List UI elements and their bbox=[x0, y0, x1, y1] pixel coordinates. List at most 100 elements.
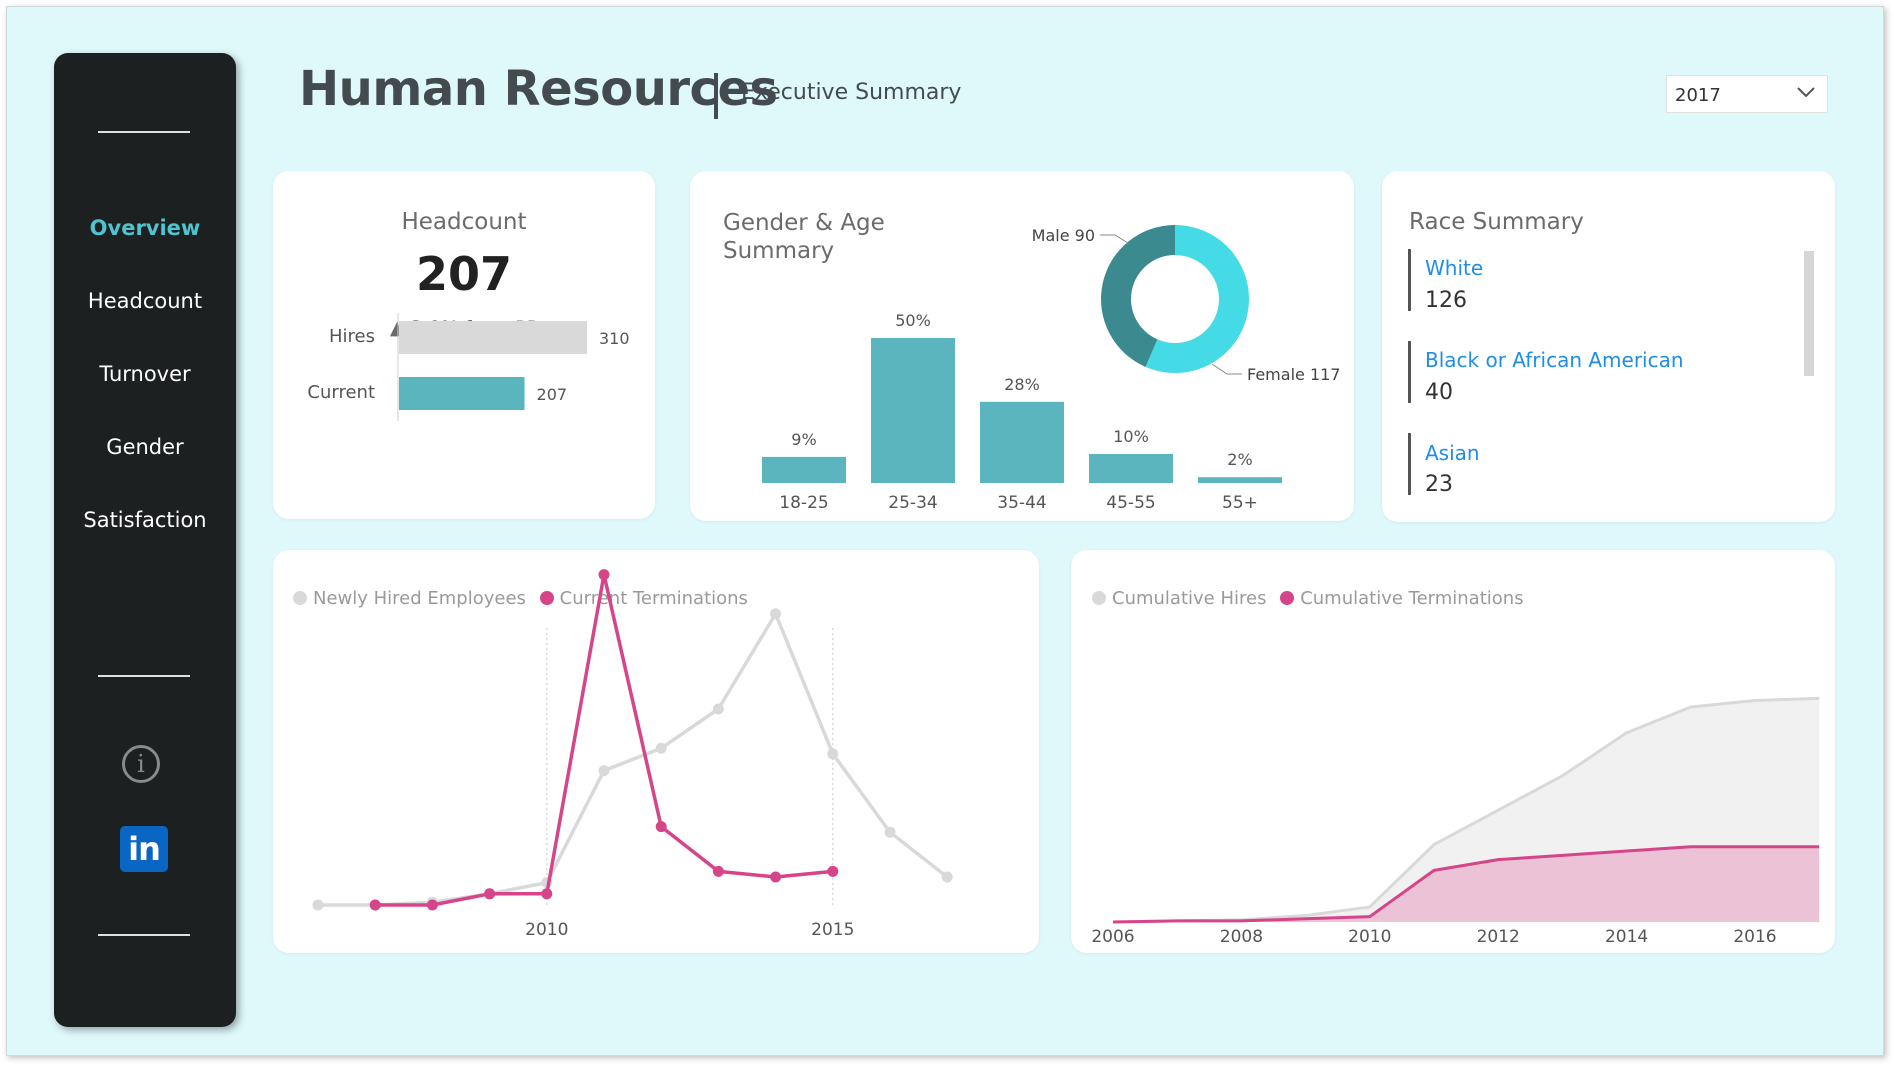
donut-label-male: Male 90 bbox=[1032, 226, 1095, 245]
race-name-asian[interactable]: Asian bbox=[1425, 441, 1480, 465]
donut-slice bbox=[1145, 225, 1249, 373]
x-tick-label: 2012 bbox=[1477, 927, 1520, 947]
year-dropdown-value: 2017 bbox=[1675, 85, 1721, 106]
data-point bbox=[712, 703, 724, 715]
donut-leader-line bbox=[1100, 234, 1129, 244]
nav-satisfaction[interactable]: Satisfaction bbox=[83, 508, 207, 532]
x-tick-label: 2015 bbox=[811, 920, 854, 940]
bar bbox=[399, 321, 587, 354]
legend-label-cum-terminations: Cumulative Terminations bbox=[1300, 588, 1524, 609]
data-point bbox=[369, 899, 381, 911]
bar bbox=[399, 377, 525, 410]
data-point bbox=[770, 608, 782, 620]
page-subtitle: Executive Summary bbox=[741, 80, 962, 105]
age-bar bbox=[1198, 477, 1282, 483]
gender-age-title-line2: Summary bbox=[723, 238, 835, 264]
x-tick-label: 2008 bbox=[1220, 927, 1263, 947]
data-point bbox=[426, 899, 438, 911]
nav-headcount[interactable]: Headcount bbox=[87, 289, 203, 313]
x-tick-label: 2006 bbox=[1091, 927, 1134, 947]
nav-gender[interactable]: Gender bbox=[106, 435, 184, 459]
donut-leader-line bbox=[1211, 363, 1242, 375]
legend-dot-cum-terminations bbox=[1280, 591, 1295, 605]
age-category-label: 18-25 bbox=[779, 493, 828, 513]
data-point bbox=[312, 899, 324, 911]
cumulative-legend: Cumulative Hires Cumulative Terminations bbox=[1092, 588, 1524, 609]
data-point bbox=[655, 821, 667, 833]
nav-turnover[interactable]: Turnover bbox=[99, 362, 191, 386]
race-value-asian: 23 bbox=[1425, 472, 1453, 497]
age-bar bbox=[871, 338, 955, 483]
series-line bbox=[318, 612, 949, 907]
age-category-label: 35-44 bbox=[997, 493, 1046, 513]
sidebar-divider-top bbox=[98, 131, 190, 133]
race-name-black[interactable]: Black or African American bbox=[1425, 348, 1684, 372]
sidebar-divider-middle bbox=[98, 675, 190, 677]
donut-label-female: Female 117 bbox=[1247, 365, 1340, 384]
headcount-card: Headcount 207 ▲ 3.0% from PP Hires310Cur… bbox=[273, 171, 655, 519]
legend-label-cum-hires: Cumulative Hires bbox=[1112, 588, 1267, 609]
age-bar-data-label: 50% bbox=[895, 311, 931, 330]
series-line bbox=[1112, 845, 1820, 924]
data-point bbox=[712, 865, 724, 877]
x-tick-label: 2010 bbox=[525, 920, 568, 940]
data-point bbox=[598, 569, 610, 581]
age-bar bbox=[1089, 454, 1173, 483]
headcount-value: 207 bbox=[415, 247, 513, 301]
race-item-bar bbox=[1408, 249, 1411, 311]
page-title: Human Resources bbox=[299, 61, 778, 117]
title-separator bbox=[714, 73, 718, 119]
age-bar-data-label: 28% bbox=[1004, 375, 1040, 394]
age-category-label: 45-55 bbox=[1106, 493, 1155, 513]
donut-slice bbox=[1101, 225, 1175, 367]
dashboard-frame: Overview Headcount Turnover Gender Satis… bbox=[6, 6, 1884, 1056]
race-item-bar bbox=[1408, 341, 1411, 403]
nav-overview[interactable]: Overview bbox=[89, 216, 201, 240]
sidebar: Overview Headcount Turnover Gender Satis… bbox=[54, 53, 236, 1027]
series-line bbox=[375, 572, 833, 907]
age-bar bbox=[762, 456, 846, 483]
data-point bbox=[884, 826, 896, 838]
race-item-bar bbox=[1408, 433, 1411, 495]
data-point bbox=[484, 888, 496, 900]
age-category-label: 25-34 bbox=[888, 493, 937, 513]
x-tick-label: 2014 bbox=[1605, 927, 1648, 947]
series-area bbox=[1113, 846, 1820, 922]
bar-value-label: 310 bbox=[599, 329, 630, 348]
chevron-down-icon bbox=[1797, 87, 1815, 98]
race-value-white: 126 bbox=[1425, 288, 1467, 313]
legend-label-hires: Newly Hired Employees bbox=[313, 588, 526, 609]
data-point bbox=[827, 748, 839, 760]
bar-label: Current bbox=[307, 382, 375, 403]
gender-age-card: Gender & Age Summary 9% 18-25 50% 25-34 28% 3… bbox=[690, 171, 1354, 521]
legend-dot-hires bbox=[293, 591, 307, 605]
linkedin-icon[interactable]: in bbox=[120, 826, 168, 872]
race-card: Race Summary White 126 Black or African … bbox=[1382, 171, 1835, 522]
x-tick-label: 2010 bbox=[1348, 927, 1391, 947]
cumulative-area-chart: 2006 2008 2010 2012 2014 2016 bbox=[1091, 696, 1820, 947]
bar-value-label: 207 bbox=[537, 385, 568, 404]
bar-label: Hires bbox=[329, 326, 375, 347]
race-scrollbar[interactable] bbox=[1804, 251, 1814, 376]
data-point bbox=[941, 871, 953, 883]
age-bar-chart: 9% 18-25 50% 25-34 28% 35-44 10% 45-55 2% 55+ Male… bbox=[762, 225, 1340, 513]
gender-age-title-line1: Gender & Age bbox=[723, 210, 885, 236]
age-bar-data-label: 2% bbox=[1227, 450, 1252, 469]
year-dropdown[interactable]: 2017 bbox=[1666, 75, 1828, 113]
data-point bbox=[827, 865, 839, 877]
age-category-label: 55+ bbox=[1222, 493, 1258, 513]
info-icon[interactable]: i bbox=[122, 745, 160, 783]
legend-dot-terminations bbox=[539, 591, 554, 605]
race-value-black: 40 bbox=[1425, 380, 1453, 405]
cumulative-card: Cumulative Hires Cumulative Terminations… bbox=[1071, 550, 1835, 953]
data-point bbox=[541, 888, 553, 900]
data-point bbox=[655, 742, 667, 754]
data-point bbox=[770, 871, 782, 883]
age-bar bbox=[980, 401, 1064, 483]
age-bar-data-label: 9% bbox=[791, 430, 816, 449]
x-tick-label: 2016 bbox=[1733, 927, 1776, 947]
race-title: Race Summary bbox=[1409, 209, 1584, 235]
sidebar-divider-bottom bbox=[98, 934, 190, 936]
race-name-white[interactable]: White bbox=[1425, 256, 1484, 280]
headcount-title: Headcount bbox=[401, 209, 527, 235]
